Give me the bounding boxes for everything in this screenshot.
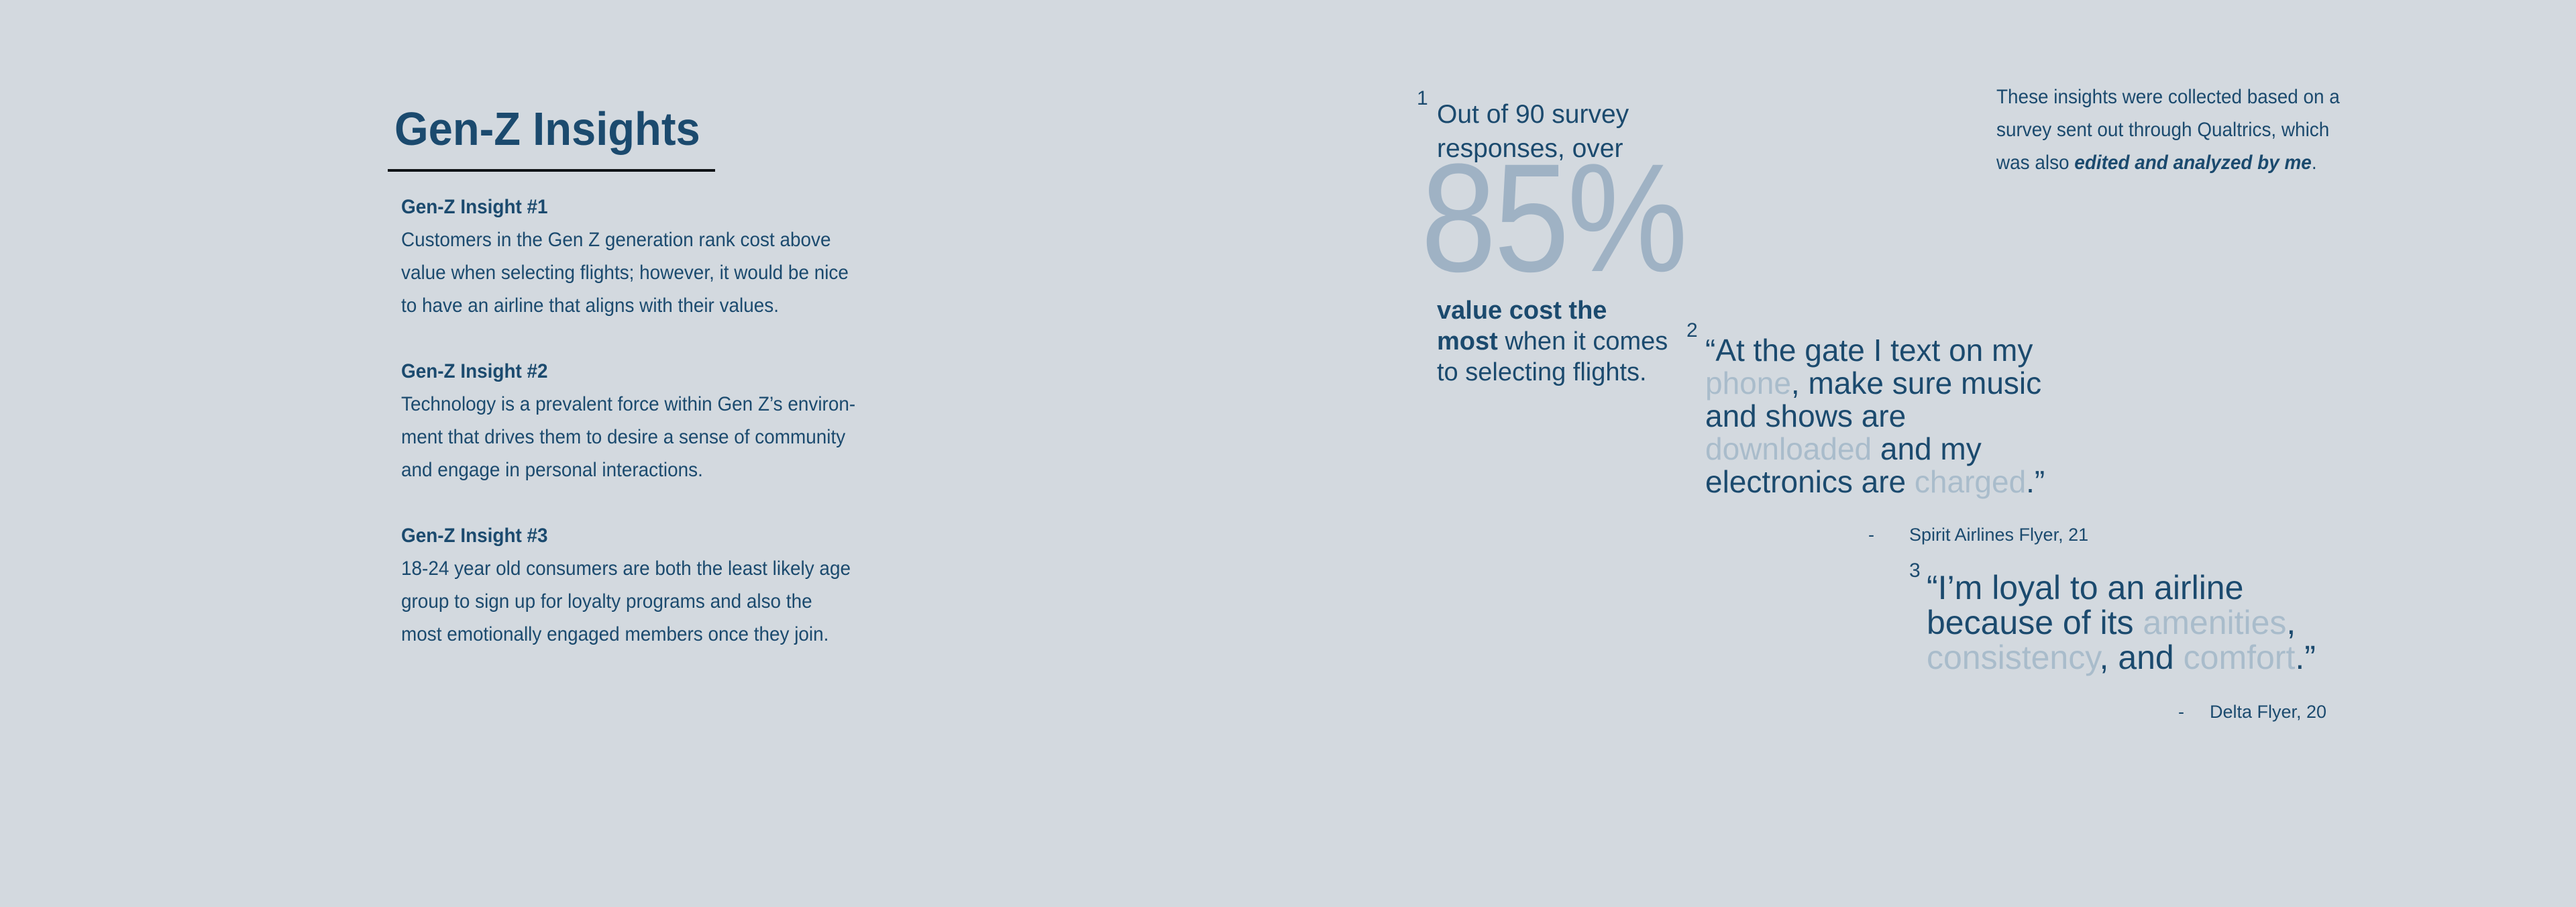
insight-block-3: Gen-Z Insight #3 18-24 year old consumer… bbox=[401, 519, 875, 651]
attribution-name: Delta Flyer, 20 bbox=[2210, 702, 2327, 722]
stat-intro: Out of 90 survey responses, over bbox=[1437, 100, 1629, 163]
quote-text: “I’m loyal to an airline because of its a… bbox=[1927, 569, 2316, 676]
quote-number-label: 3 bbox=[1909, 559, 1921, 582]
insight-body: Customers in the Gen Z generation rank c… bbox=[401, 229, 849, 317]
quote-attribution: - Spirit Airlines Flyer, 21 bbox=[1868, 525, 2088, 545]
title-underline bbox=[388, 169, 715, 172]
attribution-dash: - bbox=[2178, 702, 2184, 722]
quote-text: “At the gate I text on my phone, make sur… bbox=[1705, 333, 2045, 499]
insights-list: Gen-Z Insight #1 Customers in the Gen Z … bbox=[401, 191, 875, 684]
attribution-name: Spirit Airlines Flyer, 21 bbox=[1909, 525, 2089, 545]
insight-block-1: Gen-Z Insight #1 Customers in the Gen Z … bbox=[401, 191, 875, 322]
insight-heading: Gen-Z Insight #3 bbox=[401, 525, 548, 547]
quote-number-label: 2 bbox=[1686, 319, 1698, 341]
stat-number-label: 1 bbox=[1417, 87, 1428, 109]
stat-outro: value cost the most when it comes to selec… bbox=[1437, 297, 1668, 386]
insight-heading: Gen-Z Insight #2 bbox=[401, 360, 548, 382]
insight-heading: Gen-Z Insight #1 bbox=[401, 196, 548, 218]
page-title: Gen-Z Insights bbox=[394, 103, 700, 155]
insight-body: 18-24 year old consumers are both the le… bbox=[401, 557, 851, 645]
quote-attribution: - Delta Flyer, 20 bbox=[2178, 702, 2326, 723]
insight-block-2: Gen-Z Insight #2 Technology is a prevale… bbox=[401, 355, 875, 486]
stat-big-value: 85% bbox=[1421, 131, 1688, 304]
methodology-note: These insights were collected based on a… bbox=[1996, 86, 2340, 174]
insight-body: Technology is a prevalent force within G… bbox=[401, 393, 856, 481]
attribution-dash: - bbox=[1868, 525, 1874, 545]
